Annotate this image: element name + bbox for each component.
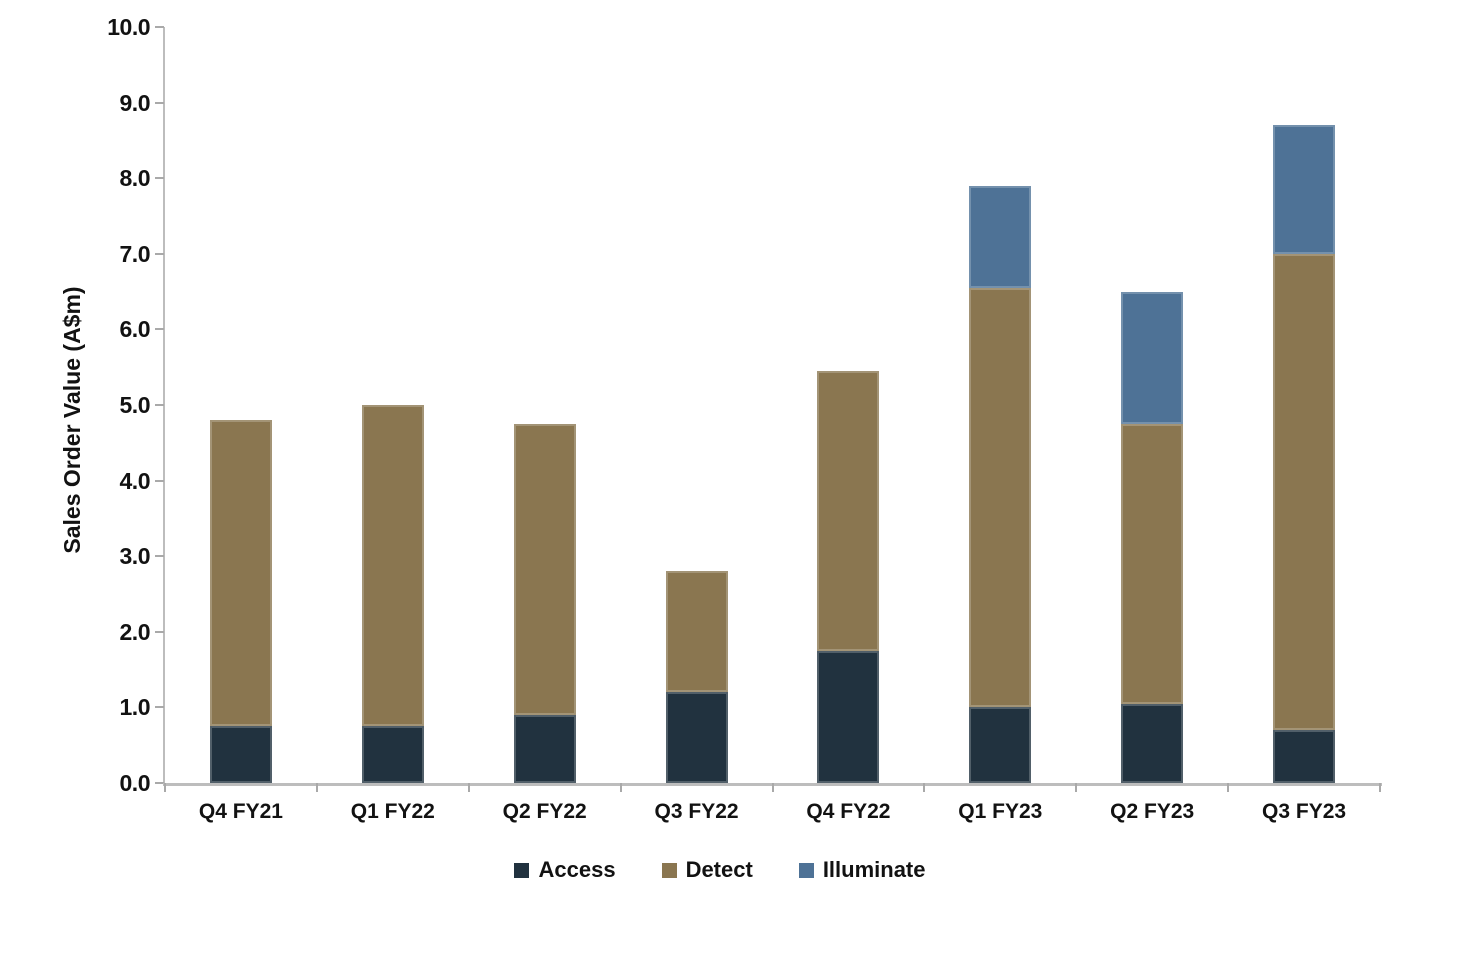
bar-segment-detect-q3-fy22 [665,571,728,693]
x-tick-mark [923,783,926,792]
y-tick-mark [155,404,164,406]
bar-segment-access-q3-fy23 [1273,730,1336,783]
bar-segment-detect-q3-fy23 [1273,253,1336,731]
y-tick-mark [155,630,164,633]
bar-segment-access-q3-fy22 [665,692,728,783]
bar-segment-access-q4-fy22 [817,650,880,783]
legend-item-illuminate: Illuminate [798,857,926,882]
y-axis-title: Sales Order Value (A$m) [59,286,85,554]
x-tick-mark [771,783,774,792]
y-tick-label: 5.0 [119,392,151,418]
x-axis-label-q1-fy22: Q1 FY22 [350,800,435,823]
x-tick-mark [315,783,318,792]
y-tick-label: 0.0 [119,770,151,796]
x-axis-label-q4-fy21: Q4 FY21 [198,800,283,823]
bar-segment-detect-q2-fy22 [513,423,576,715]
legend-item-detect: Detect [661,857,753,882]
y-tick-mark [155,479,164,482]
legend-label-access: Access [538,857,616,882]
legend-swatch-illuminate [798,862,814,878]
legend-swatch-access [514,862,530,878]
bar-segment-access-q4-fy21 [209,726,272,783]
x-axis-label-q3-fy22: Q3 FY22 [654,800,739,823]
bar-segment-access-q2-fy23 [1121,703,1184,783]
bar-segment-detect-q4-fy21 [209,420,272,727]
y-tick-mark [155,328,164,331]
x-tick-mark [164,783,166,792]
y-tick-mark [155,782,164,784]
y-tick-label: 2.0 [119,618,151,645]
bar-segment-illuminate-q1-fy23 [969,185,1032,288]
x-axis-label-q2-fy23: Q2 FY23 [1110,800,1195,823]
y-tick-label: 10.0 [107,14,150,40]
bar-segment-detect-q1-fy22 [361,405,424,727]
y-tick-label: 8.0 [119,165,151,192]
bar-segment-detect-q2-fy23 [1121,423,1184,704]
y-tick-label: 6.0 [119,316,151,343]
x-tick-mark [619,783,622,792]
x-tick-mark [1227,783,1230,792]
bar-segment-access-q1-fy22 [361,726,424,783]
bar-segment-detect-q1-fy23 [969,287,1032,708]
x-tick-mark [1075,783,1078,792]
bar-segment-illuminate-q3-fy23 [1273,125,1336,254]
legend-swatch-detect [661,862,677,878]
x-tick-mark [1379,783,1381,792]
y-tick-mark [155,252,164,255]
bar-segment-access-q1-fy23 [969,707,1032,783]
bar-segment-access-q2-fy22 [513,714,576,783]
y-axis-line [163,27,165,786]
y-tick-mark [155,177,164,180]
legend: Access Detect Illuminate [0,858,1440,882]
legend-label-detect: Detect [685,857,753,882]
x-axis-label-q2-fy22: Q2 FY22 [502,800,587,823]
y-tick-label: 1.0 [119,694,151,721]
y-tick-mark [155,706,164,709]
x-tick-mark [467,783,470,792]
legend-item-access: Access [514,857,616,882]
legend-label-illuminate: Illuminate [822,857,926,882]
x-axis-label-q4-fy22: Q4 FY22 [806,800,891,823]
y-tick-label: 3.0 [119,543,151,570]
y-tick-mark [155,555,164,558]
y-tick-label: 4.0 [119,467,151,494]
y-tick-mark [155,101,164,104]
bar-segment-illuminate-q2-fy23 [1121,291,1184,424]
y-tick-label: 7.0 [119,240,151,267]
x-axis-label-q3-fy23: Q3 FY23 [1262,800,1347,823]
y-tick-mark [155,26,164,28]
x-axis-label-q1-fy23: Q1 FY23 [958,800,1043,823]
bar-segment-detect-q4-fy22 [817,370,880,651]
y-tick-label: 9.0 [119,89,151,116]
